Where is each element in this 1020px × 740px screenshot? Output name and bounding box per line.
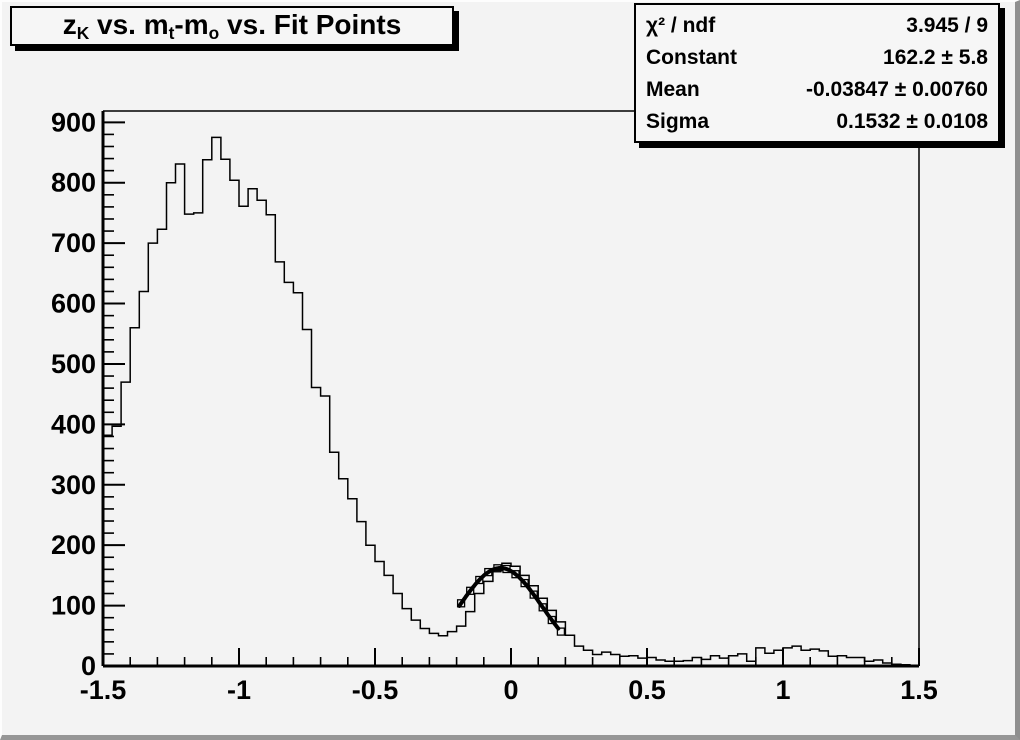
y-tick-label: 100 bbox=[51, 591, 96, 621]
plot-frame bbox=[101, 110, 920, 668]
stats-label: Sigma bbox=[646, 109, 710, 133]
x-tick-label: -0.5 bbox=[352, 675, 399, 705]
y-tick-label: 400 bbox=[51, 409, 96, 439]
stats-row-mean: Mean -0.03847 ± 0.00760 bbox=[646, 79, 988, 100]
x-tick-label: -1.5 bbox=[80, 675, 127, 705]
histogram-path bbox=[102, 136, 920, 667]
fit-point-marker bbox=[502, 564, 511, 574]
fit-point-marker bbox=[511, 570, 520, 579]
stats-value: -0.03847 ± 0.00760 bbox=[805, 77, 988, 101]
plot-title: zK vs. mt-mo vs. Fit Points bbox=[63, 9, 402, 44]
x-tick-label: 0 bbox=[503, 675, 518, 705]
stats-row-sigma: Sigma 0.1532 ± 0.0108 bbox=[646, 111, 988, 132]
stats-value: 0.1532 ± 0.0108 bbox=[836, 109, 988, 133]
fit-point-marker bbox=[466, 586, 475, 595]
title-subscript: t bbox=[168, 22, 175, 43]
title-box: zK vs. mt-mo vs. Fit Points bbox=[10, 6, 454, 46]
fit-point-marker bbox=[475, 575, 484, 585]
fit-point-marker bbox=[493, 564, 502, 573]
stats-value: 3.945 / 9 bbox=[906, 13, 988, 37]
stats-row-chi2: χ² / ndf 3.945 / 9 bbox=[646, 15, 988, 36]
y-tick-label: 900 bbox=[51, 107, 96, 137]
stats-row-constant: Constant 162.2 ± 5.8 bbox=[646, 47, 988, 68]
fit-point-marker bbox=[456, 599, 466, 608]
y-tick-label: 0 bbox=[81, 651, 96, 681]
title-text: -m bbox=[174, 8, 209, 40]
x-axis-labels: -1.5 -1 -0.5 0 0.5 1 1.5 bbox=[80, 675, 938, 705]
fit-point-marker bbox=[520, 578, 529, 588]
x-tick-label: -1 bbox=[227, 675, 251, 705]
x-tick-label: 1 bbox=[775, 675, 790, 705]
y-tick-label: 600 bbox=[51, 289, 96, 319]
y-tick-label: 500 bbox=[51, 349, 96, 379]
title-subscript: K bbox=[76, 22, 90, 43]
title-text: vs. m bbox=[89, 8, 169, 40]
stats-label: Mean bbox=[646, 77, 700, 101]
stats-box: χ² / ndf 3.945 / 9 Constant 162.2 ± 5.8 … bbox=[634, 3, 1000, 143]
x-tick-label: 1.5 bbox=[900, 675, 938, 705]
x-tick-label: 0.5 bbox=[628, 675, 666, 705]
fit-point-markers bbox=[456, 564, 566, 636]
axis-ticks bbox=[102, 121, 920, 667]
stats-label: χ² / ndf bbox=[646, 13, 716, 37]
title-text: vs. Fit Points bbox=[219, 8, 402, 40]
title-subscript: o bbox=[208, 22, 220, 43]
title-text: z bbox=[62, 8, 77, 40]
fit-point-marker bbox=[484, 567, 493, 577]
stats-label: Constant bbox=[646, 45, 737, 69]
y-tick-label: 700 bbox=[51, 228, 96, 258]
y-axis-labels: 0 100 200 300 400 500 600 700 800 900 bbox=[51, 107, 96, 681]
y-tick-label: 200 bbox=[51, 530, 96, 560]
y-tick-label: 300 bbox=[51, 470, 96, 500]
y-tick-label: 800 bbox=[51, 168, 96, 198]
histogram-line bbox=[102, 136, 920, 667]
fit-point-marker bbox=[547, 615, 556, 625]
fit-point-marker bbox=[556, 627, 566, 636]
stats-value: 162.2 ± 5.8 bbox=[883, 45, 988, 69]
fit-point-marker bbox=[529, 590, 538, 599]
fit-point-marker bbox=[538, 603, 547, 612]
